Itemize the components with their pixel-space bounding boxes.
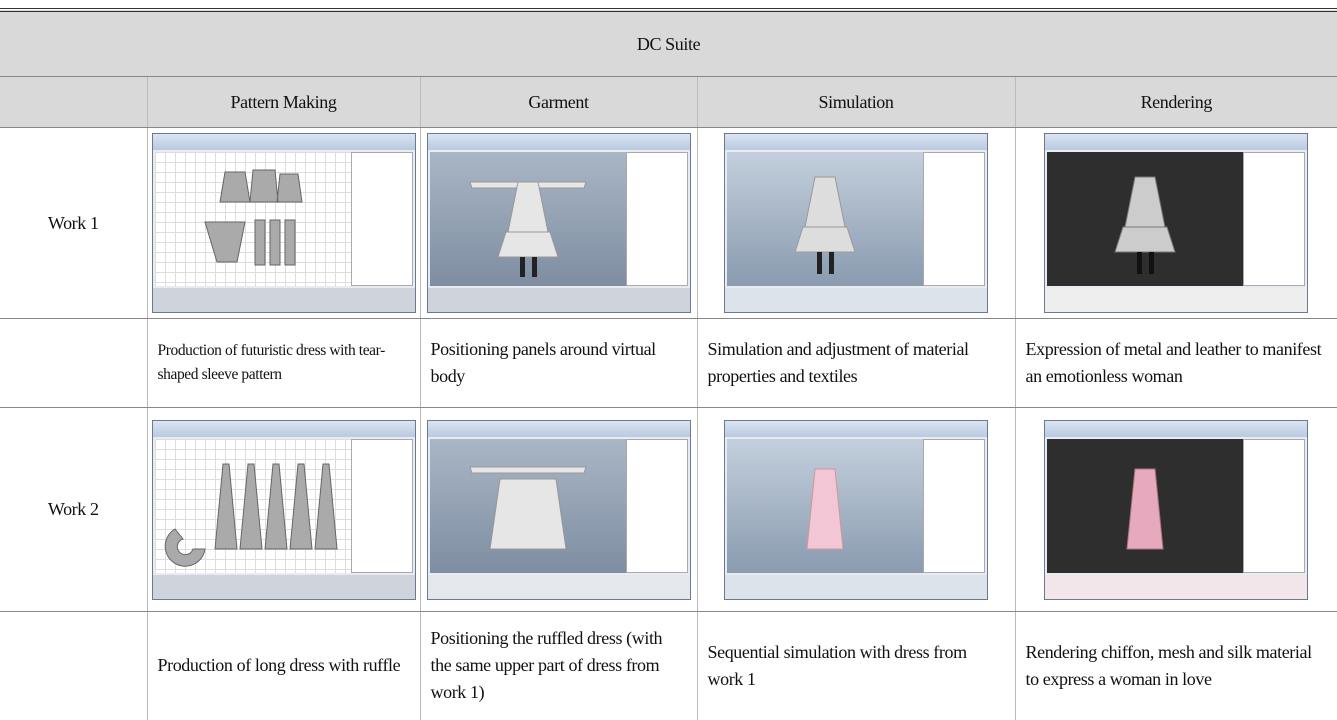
screenshot-cell — [146, 127, 420, 319]
description: Positioning panels around virtual body — [419, 318, 697, 408]
screenshot — [151, 419, 416, 600]
screenshot-cell — [696, 407, 1015, 612]
screenshot-cell — [146, 407, 420, 612]
screenshot — [1044, 419, 1309, 600]
screenshot — [426, 133, 691, 313]
screenshot — [724, 133, 988, 313]
screenshot-cell — [419, 407, 697, 612]
description: Production of futuristic dress with tear… — [146, 318, 420, 408]
screenshot — [724, 419, 988, 600]
column-header: Rendering — [1014, 76, 1337, 128]
screenshot — [426, 419, 691, 600]
description: Production of long dress with ruffle — [146, 611, 420, 720]
screenshot-cell — [696, 127, 1015, 319]
column-header: Pattern Making — [146, 76, 420, 128]
suite-table: DC Suite Pattern Making Garment Simulati… — [0, 8, 1337, 720]
description: Sequential simulation with dress from wo… — [696, 611, 1015, 720]
row-label: Work 2 — [0, 407, 147, 612]
row-label: Work 1 — [0, 127, 147, 319]
screenshot-cell — [419, 127, 697, 319]
description: Expression of metal and leather to manif… — [1014, 318, 1337, 408]
description: Simulation and adjustment of material pr… — [696, 318, 1015, 408]
screenshot — [1044, 133, 1309, 313]
column-header: Simulation — [696, 76, 1015, 128]
screenshot-cell — [1014, 127, 1337, 319]
screenshot — [151, 133, 416, 313]
empty-cell — [0, 612, 147, 720]
empty-cell — [0, 318, 147, 408]
column-header: Garment — [419, 76, 697, 128]
screenshot-cell — [1014, 407, 1337, 612]
table-title: DC Suite — [0, 10, 1337, 77]
description: Rendering chiffon, mesh and silk materia… — [1014, 611, 1337, 720]
corner-cell — [0, 76, 147, 128]
description: Positioning the ruffled dress (with the … — [419, 611, 697, 720]
